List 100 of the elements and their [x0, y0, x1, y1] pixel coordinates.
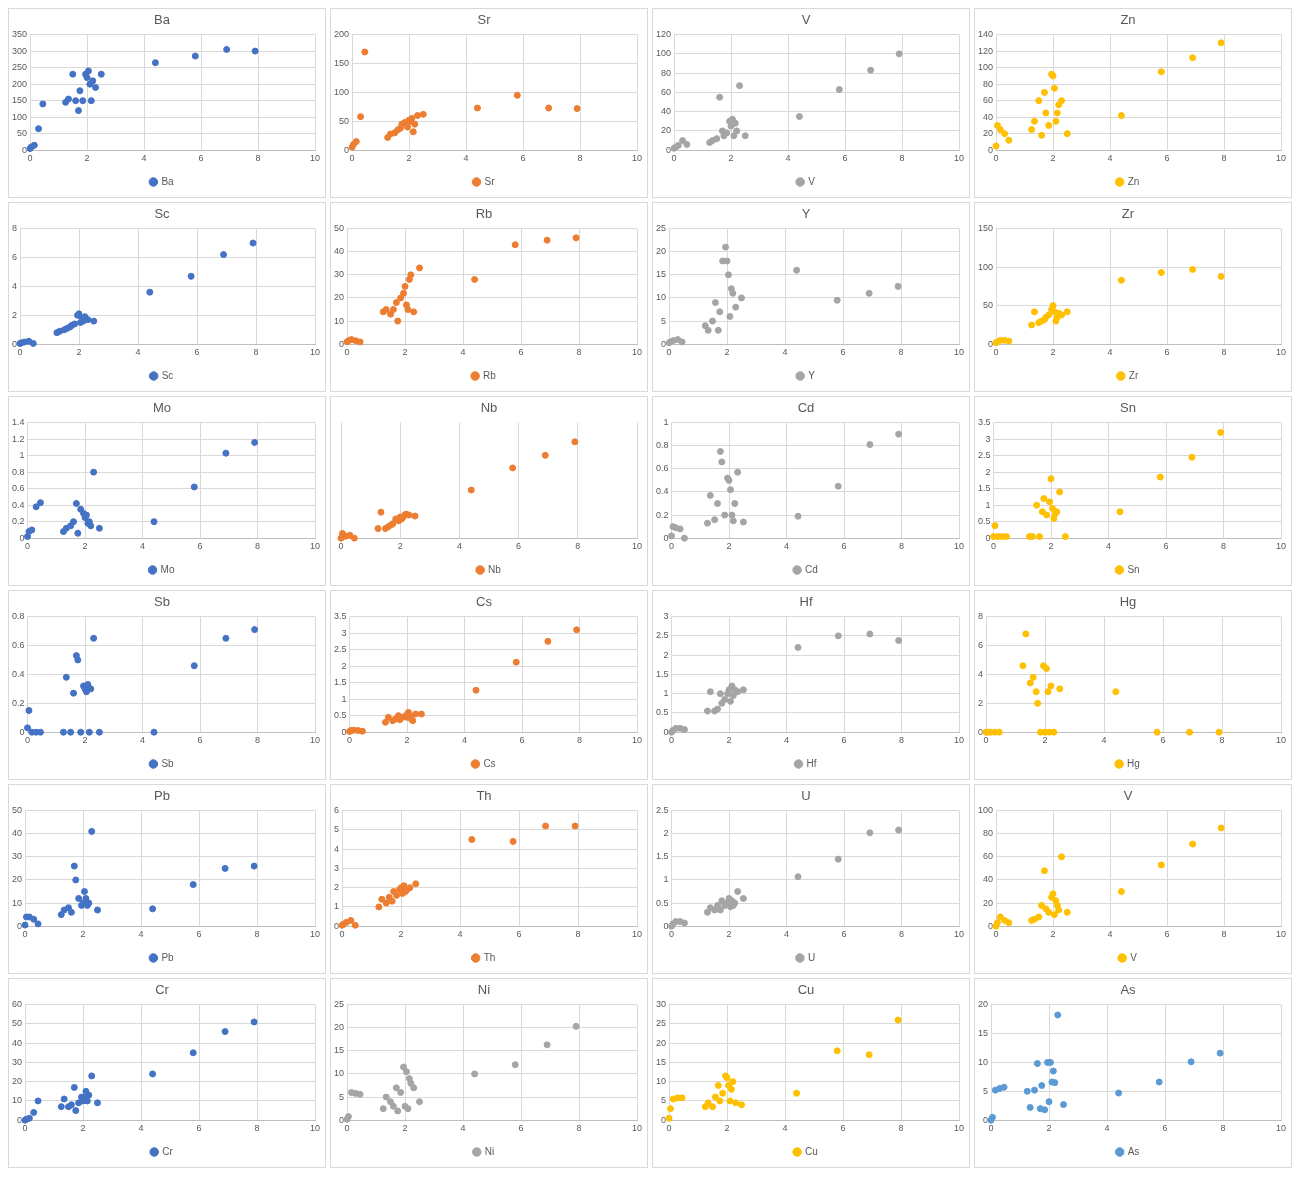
y-tick-label: 60 [983, 95, 994, 106]
x-tick-label: 4 [784, 929, 790, 940]
chart-title: Hf [799, 594, 813, 610]
legend-label: Cs [483, 757, 496, 769]
y-tick-label: 25 [656, 223, 667, 234]
legend-label: Sn [1127, 563, 1140, 575]
y-tick-label: 50 [12, 1018, 23, 1029]
x-tick-label: 10 [1275, 347, 1287, 358]
chart-title: Mo [152, 400, 172, 416]
x-tick-label: 8 [575, 541, 581, 552]
x-tick-label: 6 [840, 347, 846, 358]
x-tick-label: 10 [631, 153, 643, 164]
x-tick-label: 6 [194, 347, 200, 358]
x-tick-label: 8 [898, 1123, 904, 1134]
x-tick-label: 8 [576, 347, 582, 358]
x-tick-label: 4 [140, 541, 146, 552]
x-tick-label: 10 [309, 347, 321, 358]
y-tick-label: 0 [983, 1114, 989, 1125]
x-tick-label: 6 [198, 153, 204, 164]
y-tick-label: 0 [663, 726, 669, 737]
chart-title: Cr [155, 982, 170, 998]
y-tick-label: 50 [339, 115, 350, 126]
legend-label: Ba [161, 175, 175, 187]
y-tick-label: 5 [333, 824, 340, 835]
y-tick-label: 1.5 [334, 677, 347, 688]
chart-title: Ba [154, 12, 171, 28]
y-tick-label: 25 [334, 999, 345, 1010]
y-tick-label: 3 [663, 611, 669, 622]
y-tick-label: 250 [11, 62, 28, 73]
x-tick-label: 2 [1050, 153, 1056, 164]
x-tick-label: 6 [519, 735, 525, 746]
legend-label: Th [483, 951, 496, 963]
x-tick-label: 8 [576, 1123, 582, 1134]
y-tick-label: 2 [341, 660, 347, 671]
y-tick-label: 3 [985, 433, 991, 444]
chart-title: Pb [154, 788, 170, 804]
x-tick-label: 6 [516, 929, 522, 940]
y-tick-label: 1.4 [12, 417, 25, 428]
x-tick-label: 6 [196, 1123, 202, 1134]
x-tick-label: 6 [841, 541, 847, 552]
x-tick-label: 4 [1107, 153, 1113, 164]
y-tick-label: 100 [977, 261, 994, 272]
y-tick-label: 1 [19, 450, 25, 461]
y-tick-label: 0 [333, 920, 340, 931]
y-tick-label: 0 [22, 144, 28, 155]
y-tick-label: 2.5 [656, 630, 669, 641]
legend-label: Sr [484, 175, 496, 187]
y-tick-label: 30 [12, 851, 23, 862]
y-tick-label: 0 [17, 1114, 23, 1125]
y-tick-label: 0 [988, 144, 994, 155]
y-tick-label: 1 [663, 417, 669, 428]
x-tick-label: 4 [135, 347, 141, 358]
x-tick-label: 6 [1164, 153, 1170, 164]
y-tick-label: 1 [663, 688, 669, 699]
y-tick-label: 3 [341, 627, 347, 638]
x-tick-label: 10 [309, 153, 321, 164]
x-tick-label: 10 [309, 541, 321, 552]
legend-label: Zn [1127, 175, 1140, 187]
x-tick-label: 8 [898, 735, 905, 746]
y-tick-label: 3.5 [978, 417, 991, 428]
y-tick-label: 25 [656, 1018, 667, 1029]
legend-label: Nb [488, 563, 502, 575]
x-tick-label: 4 [141, 153, 147, 164]
x-tick-label: 2 [728, 153, 734, 164]
y-tick-label: 30 [12, 1056, 23, 1067]
y-tick-label: 0.8 [12, 466, 25, 477]
y-tick-label: 300 [11, 45, 28, 56]
x-tick-label: 6 [842, 153, 848, 164]
y-tick-label: 10 [656, 1076, 667, 1087]
chart-title: Sr [477, 12, 492, 28]
y-tick-label: 20 [656, 246, 667, 257]
x-tick-label: 2 [726, 929, 732, 940]
y-tick-label: 10 [334, 1068, 345, 1079]
y-tick-label: 0 [988, 338, 994, 349]
legend-label: Cd [805, 563, 818, 575]
y-tick-label: 40 [983, 111, 994, 122]
y-tick-label: 20 [12, 874, 23, 885]
y-tick-label: 0.4 [12, 499, 25, 510]
chart-title: Hg [1119, 594, 1137, 610]
x-tick-label: 4 [462, 735, 468, 746]
y-tick-label: 0 [19, 532, 25, 543]
y-tick-label: 6 [333, 805, 340, 816]
y-tick-label: 0.6 [656, 463, 669, 474]
x-tick-label: 8 [1219, 735, 1225, 746]
y-tick-label: 2.5 [978, 450, 991, 461]
x-tick-label: 4 [1107, 929, 1113, 940]
chart-title: Th [476, 788, 492, 804]
y-tick-label: 6 [977, 639, 984, 650]
y-tick-label: 3.5 [334, 611, 347, 622]
x-tick-label: 4 [457, 929, 463, 940]
y-tick-label: 4 [11, 280, 18, 291]
y-tick-label: 2 [663, 649, 669, 660]
y-tick-label: 0.4 [656, 486, 669, 497]
y-tick-label: 100 [655, 48, 672, 59]
x-tick-label: 8 [1221, 929, 1227, 940]
y-tick-label: 20 [983, 128, 994, 139]
x-tick-label: 4 [784, 735, 790, 746]
x-tick-label: 10 [631, 541, 643, 552]
x-tick-label: 10 [631, 735, 643, 746]
x-tick-label: 10 [953, 347, 965, 358]
